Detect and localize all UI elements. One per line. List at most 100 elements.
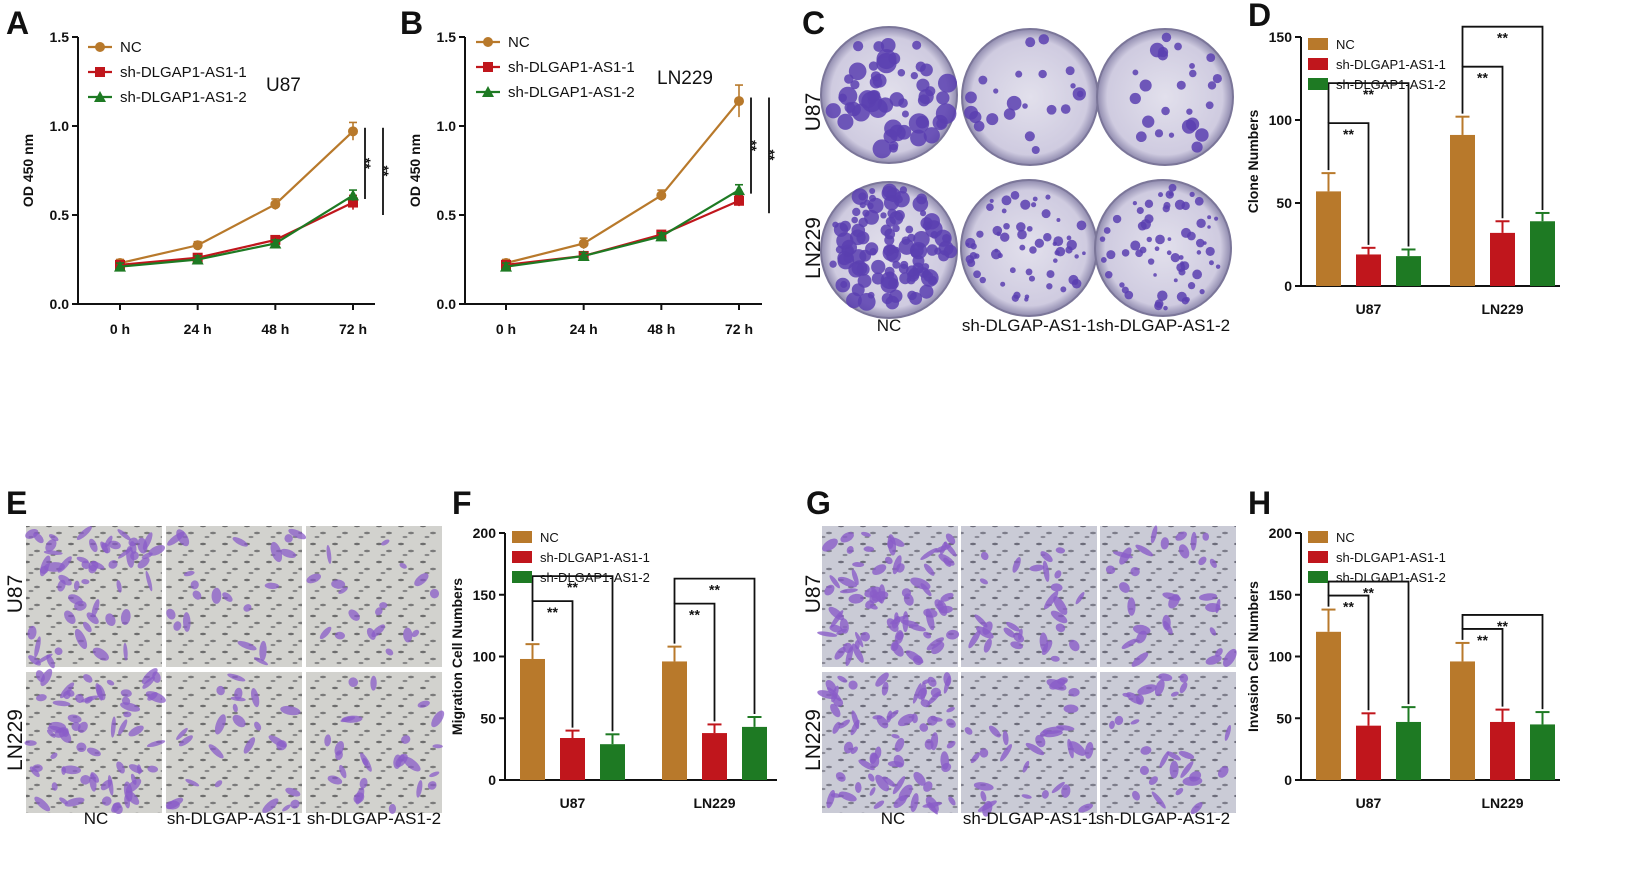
colony [852, 207, 861, 217]
bar [702, 733, 727, 780]
colony [1106, 250, 1116, 260]
colony [1020, 199, 1031, 210]
micrograph-image [1100, 672, 1236, 813]
stained-cell [83, 674, 93, 683]
stained-cell [137, 537, 148, 554]
stained-cell [176, 727, 188, 740]
panel-letter-b: B [400, 5, 423, 41]
colony [859, 201, 866, 209]
colony [884, 119, 903, 138]
stained-cell [1054, 570, 1062, 579]
colony [1153, 273, 1157, 277]
stained-cell [1119, 582, 1130, 593]
stained-cell [1021, 794, 1032, 799]
colony [1144, 199, 1154, 208]
stained-cell [89, 773, 97, 792]
stained-cell [1215, 598, 1221, 614]
significance-star: ** [1477, 70, 1488, 86]
colony [1168, 132, 1175, 138]
stained-cell [58, 574, 72, 586]
stained-cell [946, 707, 955, 713]
stained-cell [838, 719, 850, 729]
colony [1194, 196, 1204, 206]
stained-cell [427, 781, 437, 790]
significance-bracket [1461, 25, 1544, 210]
x-tick-label: 0 h [110, 321, 130, 337]
stained-cell [948, 796, 956, 806]
y-tick-label: 200 [1269, 525, 1293, 541]
colony [1205, 246, 1215, 257]
stained-cell [887, 761, 904, 768]
stained-cell [432, 744, 443, 749]
colony [936, 91, 950, 105]
stained-cell [327, 775, 343, 785]
stained-cell [86, 747, 101, 757]
y-tick-label: 1.0 [50, 118, 70, 134]
stained-cell [61, 765, 82, 775]
stained-cell [852, 562, 865, 568]
series-line [119, 201, 354, 266]
panel-letter-h: H [1248, 485, 1271, 521]
legend-swatch [1308, 78, 1328, 90]
legend-label: sh-DLGAP1-AS1-1 [120, 64, 247, 81]
stained-cell [829, 575, 840, 589]
stained-cell [828, 606, 844, 621]
stained-cell [1154, 679, 1165, 697]
significance-bracket [531, 600, 574, 728]
stained-cell [1202, 532, 1210, 541]
colony [857, 273, 872, 288]
legend-label: NC [120, 39, 142, 56]
stained-cell [403, 627, 413, 643]
stained-cell [76, 742, 87, 753]
stained-cell [121, 696, 131, 706]
stained-cell [128, 764, 143, 774]
colony [1214, 216, 1219, 221]
colony [1146, 236, 1152, 243]
legend-label: NC [508, 34, 530, 51]
stained-cell [869, 604, 878, 610]
stained-cell [1148, 776, 1158, 785]
colony [892, 260, 901, 269]
y-tick-label: 100 [1269, 649, 1293, 665]
legend-label: sh-DLGAP1-AS1-2 [540, 570, 650, 585]
stained-cell [57, 556, 72, 573]
stained-cell [897, 713, 915, 727]
colony [943, 244, 958, 259]
colony [1208, 260, 1214, 266]
legend-label: sh-DLGAP1-AS1-1 [508, 59, 635, 76]
colony [1025, 37, 1036, 48]
colony [1121, 249, 1130, 257]
colony-dish-grid [820, 26, 1234, 319]
legend-label: sh-DLGAP1-AS1-1 [1336, 550, 1446, 565]
significance-bracket [1461, 628, 1504, 707]
stained-cell [875, 672, 889, 687]
stained-cell [1175, 787, 1184, 796]
stained-cell [855, 631, 864, 648]
stained-cell [379, 602, 388, 609]
stained-cell [872, 715, 883, 720]
stained-cell [869, 589, 878, 598]
colony [1031, 202, 1037, 208]
stained-cell [112, 802, 123, 815]
panel-letter-d: D [1248, 0, 1271, 33]
stained-cell [870, 752, 878, 764]
stained-cell [81, 579, 90, 585]
stained-cell [1084, 741, 1094, 759]
stained-cell [431, 710, 445, 728]
stained-cell [848, 593, 864, 604]
stained-cell [825, 679, 837, 693]
colony [1076, 220, 1087, 231]
stained-cell [831, 685, 839, 703]
bar [1356, 725, 1381, 780]
colony [868, 61, 879, 71]
colony [1041, 209, 1051, 219]
colony [838, 86, 858, 106]
colony [1196, 218, 1206, 228]
colony [1121, 286, 1129, 294]
colony [916, 78, 930, 92]
stained-cell [852, 643, 864, 663]
colony [1025, 268, 1033, 276]
stained-cell [237, 640, 257, 651]
colony [921, 263, 930, 271]
stained-cell [340, 716, 356, 723]
